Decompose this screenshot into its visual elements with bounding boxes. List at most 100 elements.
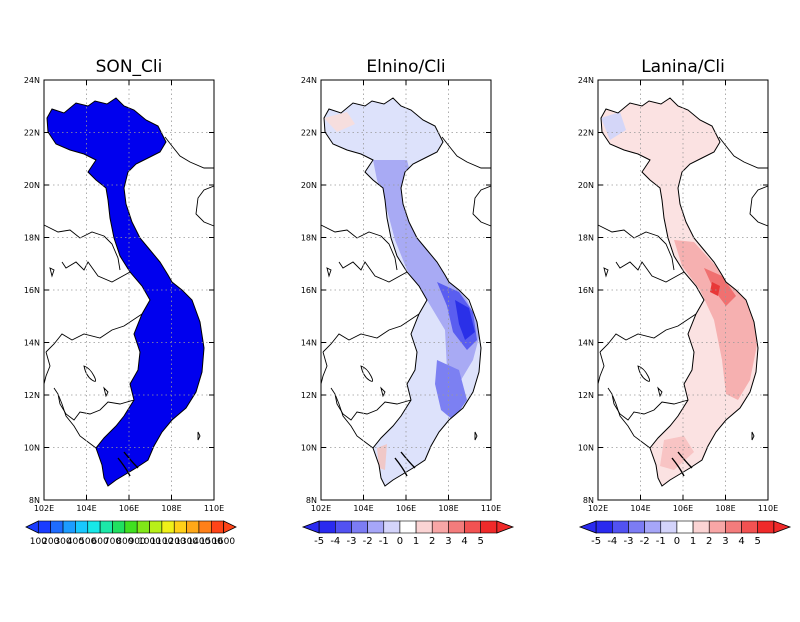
border-line <box>597 351 605 385</box>
border-line <box>45 313 143 353</box>
colorbar-label: 1400 <box>187 537 210 547</box>
colorbar-label: 100 <box>30 537 47 547</box>
colorbar-label: -3 <box>623 536 633 547</box>
colorbar-label: 0 <box>397 536 403 547</box>
colorbar-label: 4 <box>738 536 744 547</box>
x-tick-label: 104E <box>630 504 650 513</box>
y-tick-label: 14N <box>301 339 317 348</box>
x-tick-label: 104E <box>353 504 373 513</box>
anomaly-patch <box>435 360 467 420</box>
colorbar-label: 1600 <box>212 537 235 547</box>
river-line <box>117 451 139 477</box>
colorbar-swatch <box>448 520 465 534</box>
panel-title: Lanina/Cli <box>641 57 725 77</box>
grid <box>598 80 768 500</box>
colorbar-swatch <box>612 520 629 534</box>
colorbar-label: 1 <box>690 536 696 547</box>
neighbour-borders <box>320 136 492 449</box>
colorbar-label: 1 <box>413 536 419 547</box>
colorbar-swatch <box>351 520 368 534</box>
colorbar-label: 3 <box>445 536 451 547</box>
colorbar-swatch <box>644 520 662 534</box>
elnino-anomaly-patches <box>324 112 481 470</box>
border-line <box>195 185 215 227</box>
border-line <box>83 365 97 382</box>
colorbar-max-arrow <box>773 520 792 534</box>
colorbar-swatch <box>161 520 175 534</box>
y-tick-label: 18N <box>301 234 317 243</box>
border-line <box>360 365 374 382</box>
colorbar-swatch <box>124 520 138 534</box>
x-tick-label: 108E <box>715 504 735 513</box>
neighbour-borders <box>43 136 215 449</box>
anomaly-patch <box>324 112 355 132</box>
colorbar-swatch <box>431 520 449 534</box>
border-line <box>320 351 328 385</box>
border-line <box>43 351 51 385</box>
colorbar-swatch <box>335 520 352 534</box>
colorbar-swatch <box>399 520 417 534</box>
border-line <box>657 235 675 271</box>
border-line <box>330 387 412 421</box>
colorbar-label: 1200 <box>163 537 186 547</box>
y-tick-label: 12N <box>24 391 40 400</box>
y-tick-label: 12N <box>301 391 317 400</box>
colorbar-swatch <box>210 520 224 534</box>
anomaly-patch <box>710 282 720 296</box>
colorbar-label: 600 <box>92 537 109 547</box>
colorbar-label: -1 <box>656 536 666 547</box>
x-tick-label: 110E <box>481 504 501 513</box>
colorbar-label: 1300 <box>175 537 198 547</box>
colorbar-swatch <box>676 520 694 534</box>
x-tick-label: 108E <box>438 504 458 513</box>
border-line <box>326 267 332 278</box>
border-line <box>751 431 755 441</box>
anomaly-patch <box>660 436 694 470</box>
colorbar: 1002003004005006007008009001000110012001… <box>25 520 237 547</box>
colorbar-label: 1100 <box>150 537 173 547</box>
colorbar-label: 800 <box>116 537 133 547</box>
colorbar-swatch <box>62 520 76 534</box>
border-line <box>607 387 689 421</box>
colorbar-swatch <box>367 520 385 534</box>
x-tick-label: 108E <box>161 504 181 513</box>
y-tick-label: 10N <box>578 444 594 453</box>
anomaly-patch <box>674 240 758 400</box>
colorbar-label: 700 <box>104 537 121 547</box>
colorbar-swatch <box>99 520 113 534</box>
colorbar: -5 -4 -3 -2 -1 0 1 2 3 4 5 <box>578 520 792 547</box>
colorbar-label: -4 <box>607 536 617 547</box>
y-tick-label: 22N <box>301 129 317 138</box>
border-line <box>322 313 420 353</box>
grid <box>321 80 491 500</box>
colorbar-swatch <box>708 520 726 534</box>
colorbar-label: 500 <box>79 537 96 547</box>
border-line <box>657 386 663 398</box>
border-line <box>599 313 697 353</box>
colorbar-min-arrow <box>578 520 597 534</box>
colorbar-swatch <box>38 520 52 534</box>
y-tick-label: 8N <box>29 496 40 505</box>
x-tick-label: 102E <box>311 504 331 513</box>
y-tick-label: 8N <box>306 496 317 505</box>
x-tick-label: 110E <box>204 504 224 513</box>
colorbar-label: 1000 <box>138 537 161 547</box>
border-line <box>637 365 651 382</box>
colorbar-swatch <box>112 520 126 534</box>
border-line <box>197 431 201 441</box>
y-tick-label: 18N <box>578 234 594 243</box>
colorbar-swatch <box>50 520 64 534</box>
y-tick-label: 18N <box>24 234 40 243</box>
colorbar-label: 300 <box>54 537 71 547</box>
panel-title: Elnino/Cli <box>366 57 445 77</box>
grid <box>44 80 214 500</box>
border-line <box>749 185 769 227</box>
x-tick-label: 104E <box>76 504 96 513</box>
x-tick-label: 106E <box>119 504 139 513</box>
border-line <box>49 267 55 278</box>
colorbar-label: 1500 <box>200 537 223 547</box>
x-tick-label: 102E <box>34 504 54 513</box>
colorbar-swatch <box>383 520 401 534</box>
